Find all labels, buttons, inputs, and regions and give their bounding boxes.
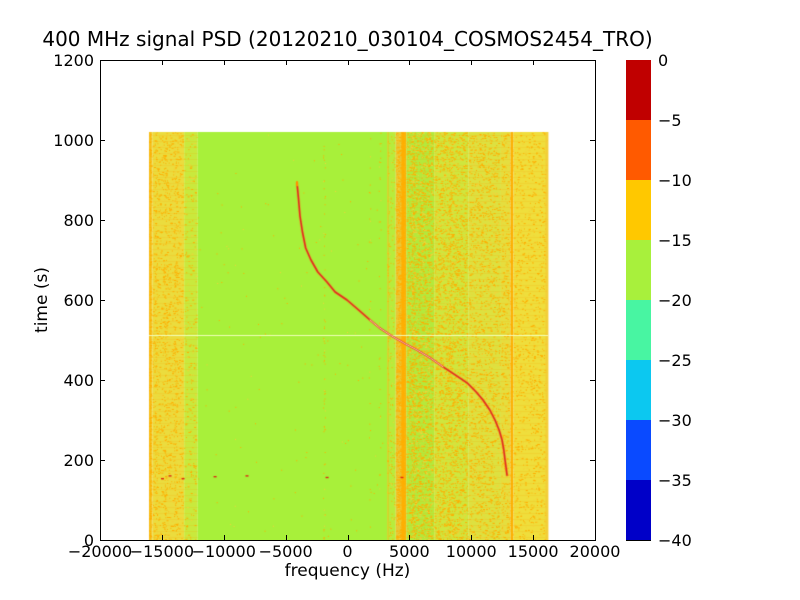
colorbar-segment (626, 240, 651, 300)
colorbar-segment (626, 60, 651, 120)
y-tick-label: 1200 (53, 51, 94, 70)
colorbar-tick-label: −30 (658, 411, 692, 430)
colorbar-tick-label: 0 (658, 51, 669, 70)
colorbar-segment (626, 180, 651, 240)
x-axis-label: frequency (Hz) (284, 561, 411, 581)
x-tick-label: 20000 (569, 542, 621, 561)
x-tick-label: −5000 (258, 542, 313, 561)
y-tick-label: 200 (63, 451, 94, 470)
y-tick-label: 1000 (53, 131, 94, 150)
x-tick-label: −20000 (67, 542, 133, 561)
colorbar-tick-label: −10 (658, 171, 692, 190)
colorbar-tick-label: −35 (658, 471, 692, 490)
x-tick-label: −10000 (191, 542, 256, 561)
colorbar-tick-label: −5 (658, 111, 682, 130)
y-tick-label: 800 (63, 211, 94, 230)
spectrogram-heatmap (100, 60, 595, 540)
colorbar-tick-label: −20 (658, 291, 692, 310)
colorbar-segment (626, 120, 651, 180)
x-tick-label: 10000 (445, 542, 497, 561)
colorbar-segment (626, 360, 651, 420)
x-tick-label: 0 (342, 542, 353, 561)
y-tick-label: 400 (63, 371, 94, 390)
x-tick-label: −15000 (129, 542, 195, 561)
chart-title: 400 MHz signal PSD (20120210_030104_COSM… (42, 27, 653, 51)
x-tick-label: 15000 (507, 542, 559, 561)
y-tick-label: 600 (63, 291, 94, 310)
colorbar-tick-label: −25 (658, 351, 692, 370)
y-tick-label: 0 (83, 531, 94, 550)
colorbar-segment (626, 300, 651, 360)
y-axis-label: time (s) (32, 267, 52, 333)
colorbar (626, 60, 651, 540)
colorbar-tick-label: −15 (658, 231, 692, 250)
x-tick-label: 5000 (389, 542, 430, 561)
colorbar-segment (626, 420, 651, 480)
colorbar-segment (626, 480, 651, 540)
colorbar-tick-label: −40 (658, 531, 692, 550)
